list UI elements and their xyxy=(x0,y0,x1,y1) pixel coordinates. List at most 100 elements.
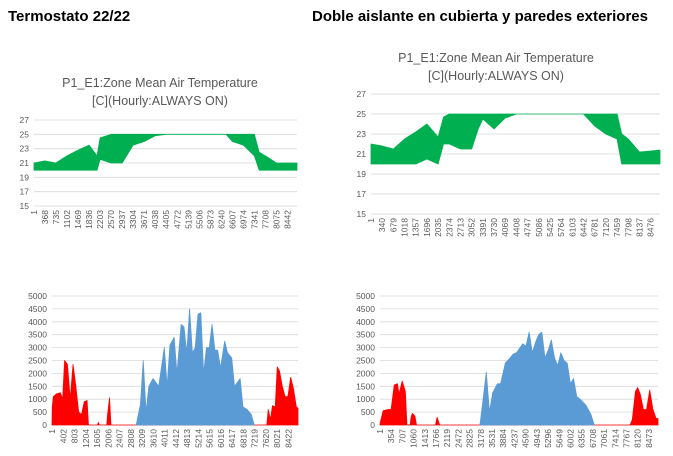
x-tick-label: 8422 xyxy=(284,429,294,448)
x-tick-label: 7767 xyxy=(621,429,631,448)
x-tick-label: 735 xyxy=(51,210,61,224)
x-tick-label: 5139 xyxy=(183,210,193,229)
x-tick-label: 1 xyxy=(47,429,57,434)
x-tick-label: 7120 xyxy=(601,218,611,237)
x-tick-label: 7061 xyxy=(599,429,609,448)
x-tick-label: 4943 xyxy=(532,429,542,448)
x-tick-label: 1605 xyxy=(92,429,102,448)
x-tick-label: 5425 xyxy=(545,218,555,237)
x-tick-label: 8442 xyxy=(282,210,292,229)
y-tick-label: 2000 xyxy=(356,368,375,378)
x-tick-label: 8473 xyxy=(644,429,654,448)
x-tick-label: 6974 xyxy=(238,210,248,229)
series-area-1 xyxy=(135,308,255,426)
x-tick-label: 6002 xyxy=(565,429,575,448)
x-tick-label: 3178 xyxy=(476,429,486,448)
x-tick-label: 1102 xyxy=(62,210,72,229)
y-tick-label: 500 xyxy=(361,407,375,417)
x-tick-label: 3730 xyxy=(489,218,499,237)
y-tick-label: 1000 xyxy=(356,394,375,404)
x-tick-label: 4237 xyxy=(509,429,519,448)
x-tick-label: 5506 xyxy=(194,210,204,229)
y-tick-label: 27 xyxy=(20,115,30,125)
series-area-1 xyxy=(479,331,595,426)
x-tick-label: 2472 xyxy=(453,429,463,448)
temperature-chart-right: 15 17 19 21 23 25 27 1 340 679 1018 1357 1696 2035 237… xyxy=(357,89,661,237)
y-tick-label: 25 xyxy=(357,109,367,119)
series-area-0 xyxy=(33,133,298,171)
y-tick-label: 17 xyxy=(20,187,30,197)
y-tick-label: 1000 xyxy=(28,394,47,404)
x-tick-label: 6016 xyxy=(216,429,226,448)
y-tick-label: 500 xyxy=(33,407,47,417)
x-tick-label: 2203 xyxy=(95,210,105,229)
x-tick-label: 7708 xyxy=(260,210,270,229)
x-tick-label: 2374 xyxy=(444,218,454,237)
x-tick-label: 1 xyxy=(29,210,39,215)
y-tick-label: 3500 xyxy=(28,330,47,340)
x-tick-label: 5615 xyxy=(205,429,215,448)
x-tick-label: 6355 xyxy=(577,429,587,448)
x-tick-label: 6708 xyxy=(588,429,598,448)
x-tick-label: 5296 xyxy=(543,429,553,448)
y-tick-label: 27 xyxy=(357,89,367,99)
y-tick-label: 4500 xyxy=(356,304,375,314)
y-tick-label: 15 xyxy=(357,209,367,219)
x-tick-label: 3304 xyxy=(128,210,138,229)
y-tick-label: 3500 xyxy=(356,330,375,340)
y-tick-label: 21 xyxy=(20,158,30,168)
heading-right: Doble aislante en cubierta y paredes ext… xyxy=(312,8,648,25)
y-tick-label: 2500 xyxy=(28,356,47,366)
y-tick-label: 3000 xyxy=(356,343,375,353)
x-tick-label: 6818 xyxy=(238,429,248,448)
x-tick-label: 1204 xyxy=(81,429,91,448)
x-tick-label: 6442 xyxy=(579,218,589,237)
x-tick-label: 6781 xyxy=(590,218,600,237)
chart-title-line2: [C](Hourly:ALWAYS ON) xyxy=(428,69,564,83)
x-tick-label: 5649 xyxy=(554,429,564,448)
y-tick-label: 2500 xyxy=(356,356,375,366)
x-tick-label: 4747 xyxy=(523,218,533,237)
y-tick-label: 0 xyxy=(42,420,47,430)
x-tick-label: 1018 xyxy=(400,218,410,237)
x-tick-label: 3209 xyxy=(137,429,147,448)
x-tick-label: 1 xyxy=(375,429,385,434)
y-tick-label: 4500 xyxy=(28,304,47,314)
x-tick-label: 2006 xyxy=(103,429,113,448)
x-tick-label: 6103 xyxy=(567,218,577,237)
y-tick-label: 0 xyxy=(370,420,375,430)
x-tick-label: 1696 xyxy=(422,218,432,237)
x-tick-label: 8476 xyxy=(646,218,656,237)
x-tick-label: 7341 xyxy=(249,210,259,229)
x-tick-label: 2407 xyxy=(115,429,125,448)
x-tick-label: 4412 xyxy=(171,429,181,448)
x-tick-label: 1060 xyxy=(409,429,419,448)
x-tick-label: 340 xyxy=(377,218,387,232)
x-tick-label: 8021 xyxy=(272,429,282,448)
y-tick-label: 19 xyxy=(20,172,30,182)
x-tick-label: 7219 xyxy=(250,429,260,448)
x-tick-label: 3391 xyxy=(478,218,488,237)
y-tick-label: 4000 xyxy=(28,317,47,327)
x-tick-label: 4813 xyxy=(182,429,192,448)
x-tick-label: 8137 xyxy=(634,218,644,237)
y-tick-label: 19 xyxy=(357,169,367,179)
energy-chart-right: 0 500 1000 1500 2000 2500 3000 3500 4000 4500 5000… xyxy=(356,291,659,448)
y-tick-label: 1500 xyxy=(28,381,47,391)
x-tick-label: 3052 xyxy=(467,218,477,237)
x-tick-label: 3531 xyxy=(487,429,497,448)
x-tick-label: 7414 xyxy=(610,429,620,448)
series-area-0 xyxy=(370,113,661,165)
y-tick-label: 3000 xyxy=(28,343,47,353)
chart-title-left: P1_E1:Zone Mean Air Temperature [C](Hour… xyxy=(60,74,260,110)
x-tick-label: 803 xyxy=(70,429,80,443)
x-tick-label: 4405 xyxy=(161,210,171,229)
x-tick-label: 8075 xyxy=(271,210,281,229)
x-tick-label: 7459 xyxy=(612,218,622,237)
chart-title-line1: P1_E1:Zone Mean Air Temperature xyxy=(398,51,594,65)
y-tick-label: 5000 xyxy=(28,291,47,301)
y-tick-label: 2000 xyxy=(28,368,47,378)
x-tick-label: 354 xyxy=(386,429,396,443)
x-tick-label: 1766 xyxy=(431,429,441,448)
y-tick-label: 23 xyxy=(357,129,367,139)
